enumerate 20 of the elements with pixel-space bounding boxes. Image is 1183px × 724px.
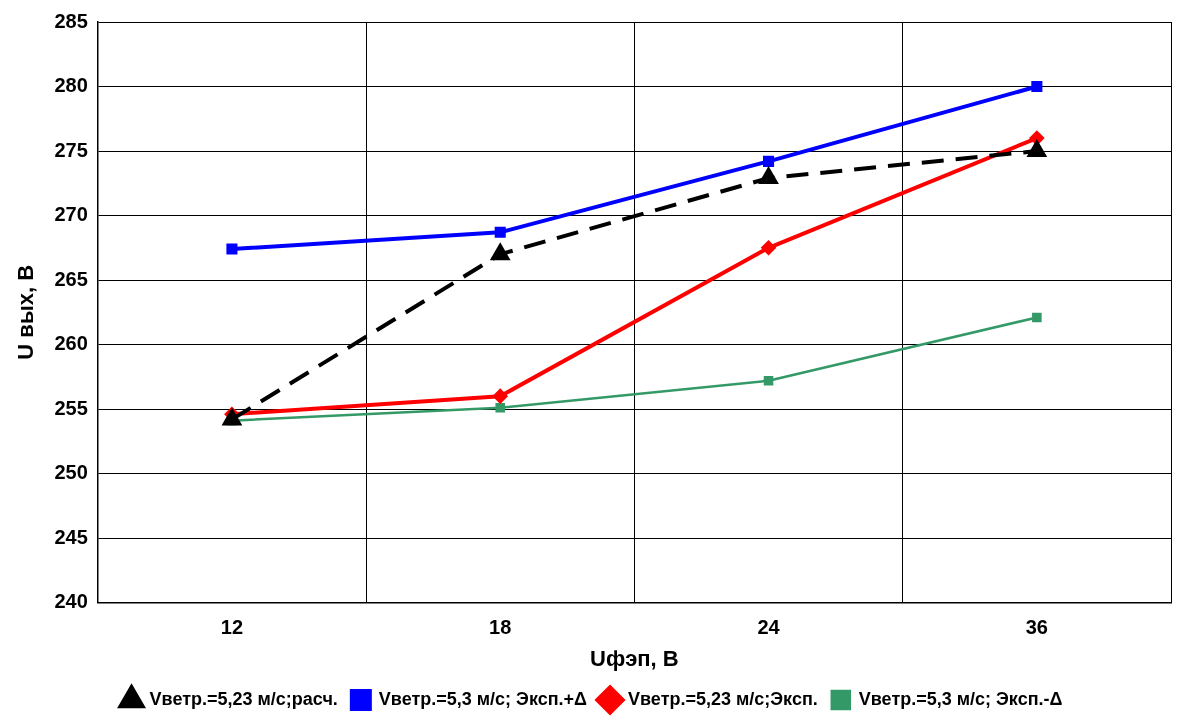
y-tick-label: 240 [54, 590, 88, 613]
x-tick-label: 12 [220, 616, 244, 639]
legend-label: Vветр.=5,3 м/с; Эксп.-Δ [858, 688, 1063, 709]
y-tick-label: 285 [54, 9, 88, 32]
x-tick-label: 24 [757, 616, 781, 639]
y-tick-label: 260 [54, 332, 88, 355]
y-tick-label: 250 [54, 461, 88, 484]
legend-label: Vветр.=5,23 м/с;Эксп. [628, 688, 818, 709]
legend-label: Vветр.=5,23 м/с;расч. [149, 688, 338, 709]
x-axis-title: Uфэп, В [590, 645, 679, 671]
y-tick-label: 245 [54, 525, 88, 548]
y-tick-label: 270 [54, 203, 88, 226]
x-tick-label: 36 [1025, 616, 1048, 639]
y-axis-title: U вых, В [13, 264, 39, 360]
legend-label: Vветр.=5,3 м/с; Эксп.+Δ [378, 688, 588, 709]
y-tick-label: 255 [54, 396, 88, 419]
y-tick-label: 280 [54, 74, 88, 97]
y-tick-label: 275 [54, 138, 88, 161]
x-tick-label: 18 [489, 616, 512, 639]
y-tick-label: 265 [54, 267, 88, 290]
